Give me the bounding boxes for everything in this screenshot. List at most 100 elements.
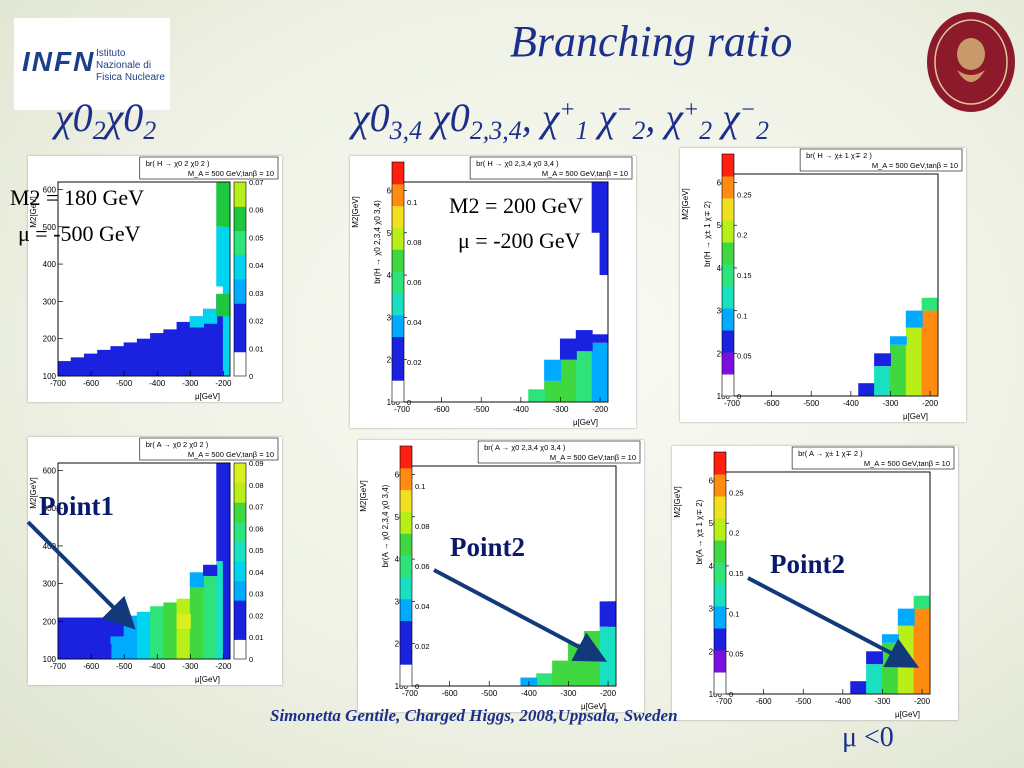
x-tick-label: -400 xyxy=(149,379,166,388)
x-tick-label: -400 xyxy=(835,697,852,706)
z-axis-title: br(H → χ0 2,3,4 χ0 3,4) xyxy=(373,200,382,284)
x-tick-label: -700 xyxy=(402,689,419,698)
colorbar-segment xyxy=(714,672,726,695)
colorbar-segment xyxy=(722,220,734,243)
colorbar-segment xyxy=(234,254,246,280)
colorbar-tick-label: 0 xyxy=(737,392,741,401)
chart-subtitle: M_A = 500 GeV,tanβ = 10 xyxy=(188,450,274,459)
colorbar-segment xyxy=(234,303,246,328)
colorbar-tick-label: 0.01 xyxy=(249,344,264,353)
x-tick-label: -600 xyxy=(434,405,451,414)
colorbar-tick-label: 0.08 xyxy=(249,481,264,490)
chan-p5: + xyxy=(682,97,700,123)
colorbar-frame xyxy=(233,462,247,660)
subtitle-decay-channels: χ03,4 χ02,3,4, χ+1 χ−2, χ+2 χ−2 xyxy=(352,94,769,146)
chart-a-neutralino234: -700-600-500-400-300-2001002003004005006… xyxy=(358,440,644,712)
m2-200-label: M2 = 200 GeV xyxy=(449,193,584,218)
subtitle-neutralino-pair: χ02χ02 xyxy=(55,94,156,146)
x-tick-label: -300 xyxy=(882,399,899,408)
chart-title: br( H → χ± 1 χ∓ 2 ) xyxy=(806,151,872,160)
colorbar-segment xyxy=(714,628,726,651)
x-tick-label: -500 xyxy=(116,379,133,388)
colorbar-segment xyxy=(392,249,404,272)
colorbar-tick-label: 0.04 xyxy=(249,261,264,270)
chan-t5: χ xyxy=(665,95,683,140)
heatmap-cell xyxy=(110,636,125,659)
infn-logo-word: INFN xyxy=(22,46,96,77)
chan-p6: − xyxy=(739,97,756,123)
colorbar-segment xyxy=(234,327,246,353)
heatmap-cell xyxy=(858,383,876,396)
heatmap-svg: -700-600-500-400-300-2001002003004005006… xyxy=(673,446,955,719)
x-tick-label: -200 xyxy=(215,379,232,388)
heatmap-cell xyxy=(866,664,883,694)
heatmap-cell xyxy=(591,182,609,233)
colorbar-segment xyxy=(392,183,404,207)
heatmap-cell xyxy=(57,617,72,659)
slide-title: Branching ratio xyxy=(510,17,793,66)
x-tick-label: -700 xyxy=(716,697,733,706)
heatmap-svg: -700-600-500-400-300-2001002003004005006… xyxy=(681,148,963,421)
heatmap-cell xyxy=(905,327,923,396)
colorbar-segment xyxy=(722,176,734,199)
y-tick-label: 300 xyxy=(43,580,57,589)
heatmap-cell xyxy=(559,359,577,402)
colorbar-segment xyxy=(400,446,412,469)
heatmap-cell xyxy=(536,673,554,686)
heatmap-cell xyxy=(567,643,585,686)
colorbar-segment xyxy=(400,489,412,512)
heatmap-cell xyxy=(176,321,191,376)
heatmap-cell xyxy=(583,631,601,686)
point2-label-b: Point2 xyxy=(770,549,846,579)
heatmap-cell xyxy=(559,338,577,360)
y-axis-label: M2[GeV] xyxy=(681,188,690,220)
colorbar-segment xyxy=(722,308,734,331)
colorbar-segment xyxy=(400,467,412,491)
colorbar-tick-label: 0.2 xyxy=(737,231,747,240)
heatmap-cell xyxy=(881,642,899,694)
y-axis-label: M2[GeV] xyxy=(29,196,38,228)
colorbar-segment xyxy=(400,533,412,556)
chan-s2: 2,3,4 xyxy=(469,116,522,145)
heatmap-cell xyxy=(189,587,205,659)
x-tick-label: -600 xyxy=(83,379,100,388)
colorbar-segment xyxy=(392,292,404,316)
colorbar-tick-label: 0.15 xyxy=(737,271,752,280)
colorbar-tick-label: 0 xyxy=(415,682,419,691)
colorbar-segment xyxy=(400,555,412,578)
chan-sep1: , xyxy=(521,95,542,140)
x-axis-label: μ[GeV] xyxy=(195,675,220,684)
heatmap-cell xyxy=(216,463,231,561)
heatmap-cell xyxy=(591,334,609,343)
sub-chi-a-index: 2 xyxy=(92,116,106,145)
heatmap-cell xyxy=(866,651,883,665)
sub-chi-b: χ0 xyxy=(105,95,144,140)
x-tick-label: -500 xyxy=(803,399,820,408)
x-tick-label: -500 xyxy=(481,689,498,698)
colorbar-tick-label: 0.25 xyxy=(729,488,744,497)
x-axis-label: μ[GeV] xyxy=(573,418,598,427)
heatmap-cell xyxy=(57,361,72,376)
colorbar-tick-label: 0.02 xyxy=(415,642,430,651)
colorbar-segment xyxy=(722,330,734,353)
chan-t6: χ xyxy=(712,95,740,140)
heatmap-cell xyxy=(599,626,617,686)
colorbar-segment xyxy=(714,496,726,519)
chart-a-neutralino22: -700 -600 -500 -400 -300 -200 100 200 300 400 500 6… xyxy=(28,437,282,685)
x-axis-label: μ[GeV] xyxy=(895,710,920,719)
colorbar-tick-label: 0.05 xyxy=(729,650,744,659)
colorbar-tick-label: 0.06 xyxy=(249,524,264,533)
colorbar-tick-label: 0 xyxy=(249,372,253,381)
chan-s6: 2 xyxy=(755,116,769,145)
colorbar-tick-label: 0 xyxy=(729,690,733,699)
heatmap-cell xyxy=(552,660,569,686)
colorbar-segment xyxy=(234,463,246,484)
colorbar-segment xyxy=(234,639,246,660)
colorbar-segment xyxy=(392,227,404,250)
colorbar-segment xyxy=(234,351,246,377)
infn-logo: INFN Istituto Nazionale di Fisica Nuclea… xyxy=(14,18,170,110)
point1-label: Point1 xyxy=(39,491,115,521)
heatmap-cell xyxy=(216,182,231,227)
chan-t1: χ0 xyxy=(352,95,390,140)
x-tick-label: -300 xyxy=(552,405,569,414)
